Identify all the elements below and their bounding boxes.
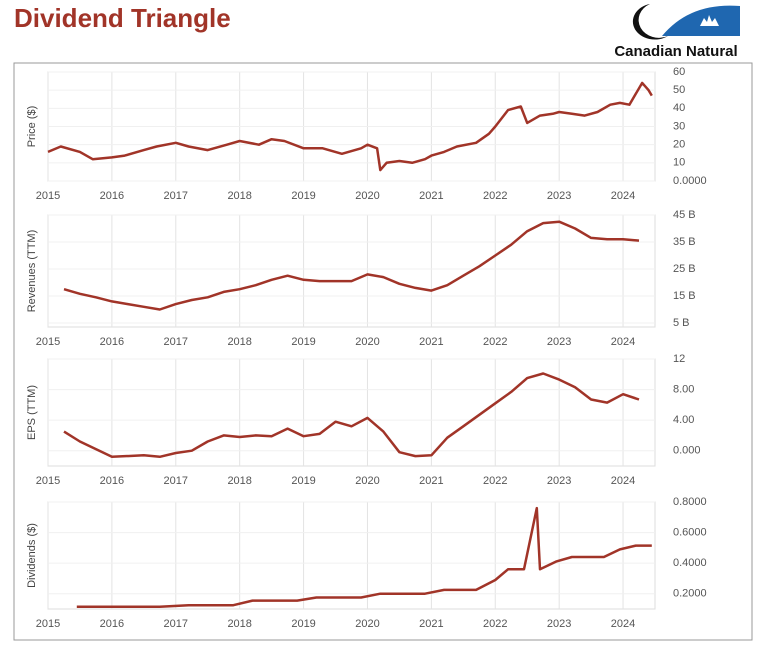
x-tick-label: 2024 — [611, 336, 635, 348]
y-tick-label: 0.4000 — [673, 557, 707, 569]
y-tick-label: 15 B — [673, 290, 696, 302]
y-tick-label: 30 — [673, 120, 685, 132]
x-tick-label: 2017 — [164, 190, 188, 202]
page-title: Dividend Triangle — [14, 3, 231, 33]
x-tick-label: 2020 — [355, 475, 379, 487]
data-line — [76, 506, 652, 608]
x-tick-label: 2017 — [164, 336, 188, 348]
y-tick-label: 0.6000 — [673, 526, 707, 538]
x-tick-label: 2019 — [291, 618, 315, 630]
y-tick-label: 0.000 — [673, 445, 701, 457]
x-tick-label: 2018 — [227, 336, 251, 348]
x-tick-label: 2015 — [36, 190, 60, 202]
data-line — [63, 372, 640, 459]
y-tick-label: 12 — [673, 353, 685, 365]
x-tick-label: 2018 — [227, 475, 251, 487]
y-tick-label: 20 — [673, 139, 685, 151]
x-tick-label: 2019 — [291, 475, 315, 487]
logo: Canadian Natural — [614, 4, 740, 60]
x-tick-label: 2021 — [419, 618, 443, 630]
x-tick-label: 2017 — [164, 618, 188, 630]
frame — [13, 62, 753, 641]
x-tick-label: 2022 — [483, 336, 507, 348]
y-tick-label: 40 — [673, 102, 685, 114]
y-axis-title: Dividends ($) — [26, 523, 38, 588]
y-tick-label: 0.0000 — [673, 175, 707, 187]
y-tick-label: 0.8000 — [673, 496, 707, 508]
x-tick-label: 2020 — [355, 618, 379, 630]
x-tick-label: 2022 — [483, 190, 507, 202]
logo-text: Canadian Natural — [614, 43, 737, 60]
x-tick-label: 2015 — [36, 618, 60, 630]
logo-crescent — [632, 4, 668, 40]
logo-leaf — [700, 15, 719, 26]
x-tick-label: 2016 — [100, 475, 124, 487]
x-tick-label: 2016 — [100, 336, 124, 348]
x-tick-label: 2020 — [355, 336, 379, 348]
x-tick-label: 2020 — [355, 190, 379, 202]
x-tick-label: 2023 — [547, 336, 571, 348]
x-tick-label: 2024 — [611, 618, 635, 630]
plot-area — [47, 214, 656, 328]
y-tick-label: 60 — [673, 66, 685, 78]
x-tick-label: 2021 — [419, 336, 443, 348]
x-tick-label: 2015 — [36, 336, 60, 348]
y-tick-label: 35 B — [673, 236, 696, 248]
data-line — [47, 81, 653, 172]
x-tick-label: 2018 — [227, 618, 251, 630]
x-tick-label: 2019 — [291, 190, 315, 202]
plot-area — [47, 358, 656, 467]
y-tick-label: 8.00 — [673, 383, 694, 395]
x-tick-label: 2018 — [227, 190, 251, 202]
x-tick-label: 2021 — [419, 475, 443, 487]
x-tick-label: 2021 — [419, 190, 443, 202]
x-tick-label: 2023 — [547, 618, 571, 630]
x-tick-label: 2024 — [611, 475, 635, 487]
y-axis-title: Revenues (TTM) — [26, 230, 38, 313]
y-tick-label: 45 B — [673, 209, 696, 221]
y-tick-label: 5 B — [673, 317, 690, 329]
x-tick-label: 2023 — [547, 475, 571, 487]
x-tick-label: 2016 — [100, 618, 124, 630]
y-tick-label: 4.00 — [673, 414, 694, 426]
y-axis-title: EPS (TTM) — [26, 385, 38, 440]
x-tick-label: 2017 — [164, 475, 188, 487]
x-tick-label: 2015 — [36, 475, 60, 487]
x-tick-label: 2022 — [483, 618, 507, 630]
plot-area — [47, 501, 656, 610]
x-tick-label: 2016 — [100, 190, 124, 202]
x-tick-label: 2022 — [483, 475, 507, 487]
y-tick-label: 25 B — [673, 263, 696, 275]
x-tick-label: 2019 — [291, 336, 315, 348]
y-tick-label: 10 — [673, 157, 685, 169]
logo-swoosh — [662, 5, 740, 36]
y-axis-title: Price ($) — [26, 106, 38, 148]
x-tick-label: 2023 — [547, 190, 571, 202]
x-tick-label: 2024 — [611, 190, 635, 202]
y-tick-label: 0.2000 — [673, 588, 707, 600]
data-line — [63, 220, 640, 311]
y-tick-label: 50 — [673, 84, 685, 96]
